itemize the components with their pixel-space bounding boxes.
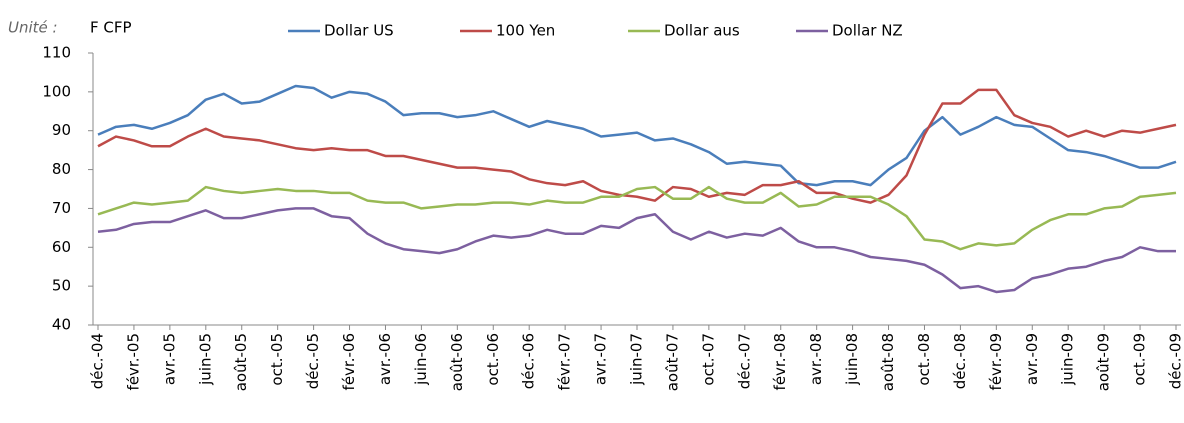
x-tick-label: août-07	[663, 333, 681, 391]
y-tick-label: 50	[52, 277, 71, 295]
x-tick-label: avr.-05	[160, 333, 178, 385]
legend-label: 100 Yen	[496, 22, 555, 40]
series-line	[97, 84, 1177, 187]
y-tick-label: 60	[52, 238, 71, 256]
legend-label: Dollar NZ	[832, 22, 903, 40]
series-line	[97, 88, 1177, 204]
x-tick-label: oct.-06	[484, 333, 502, 386]
y-tick-label: 80	[52, 160, 71, 178]
series-line	[97, 185, 1177, 251]
x-tick-label: juin-07	[628, 333, 646, 386]
unit-label: Unité :	[8, 19, 58, 37]
x-tick-label: févr.-08	[771, 333, 789, 390]
series-line	[97, 207, 1176, 294]
unit: F CFP	[90, 19, 132, 37]
x-tick-label: août-06	[448, 333, 466, 391]
legend-label: Dollar aus	[664, 22, 740, 40]
legend-label: Dollar US	[324, 22, 394, 40]
y-tick-label: 40	[52, 316, 71, 334]
x-tick-label: août-09	[1095, 333, 1113, 391]
x-tick-label: avr.-06	[376, 333, 394, 385]
x-tick-label: avr.-09	[1023, 333, 1041, 385]
x-tick-label: juin-08	[843, 333, 861, 386]
x-tick-label: févr.-09	[987, 333, 1005, 390]
x-tick-label: juin-09	[1059, 333, 1077, 386]
x-tick-label: févr.-06	[340, 333, 358, 390]
x-tick-label: août-05	[232, 333, 250, 391]
y-tick-label: 70	[52, 199, 71, 217]
x-tick-label: févr.-05	[124, 333, 142, 390]
x-tick-label: déc.-06	[520, 333, 538, 389]
x-tick-label: juin-06	[412, 333, 430, 386]
x-tick-label: oct.-09	[1131, 333, 1149, 386]
x-tick-label: avr.-08	[807, 333, 825, 385]
x-tick-label: déc.-04	[89, 333, 107, 389]
x-tick-label: oct.-07	[699, 333, 717, 386]
x-tick-label: déc.-05	[304, 333, 322, 389]
x-tick-label: déc.-09	[1167, 333, 1184, 389]
y-tick-label: 100	[42, 82, 71, 100]
x-tick-label: déc.-07	[735, 333, 753, 389]
x-tick-label: août-08	[879, 333, 897, 391]
x-tick-label: avr.-07	[592, 333, 610, 385]
x-tick-label: juin-05	[196, 333, 214, 386]
x-tick-label: oct.-08	[915, 333, 933, 386]
y-tick-label: 110	[42, 44, 71, 62]
x-tick-label: oct.-05	[268, 333, 286, 386]
x-tick-label: févr.-07	[556, 333, 574, 390]
x-tick-label: déc.-08	[951, 333, 969, 389]
y-tick-label: 90	[52, 121, 71, 139]
